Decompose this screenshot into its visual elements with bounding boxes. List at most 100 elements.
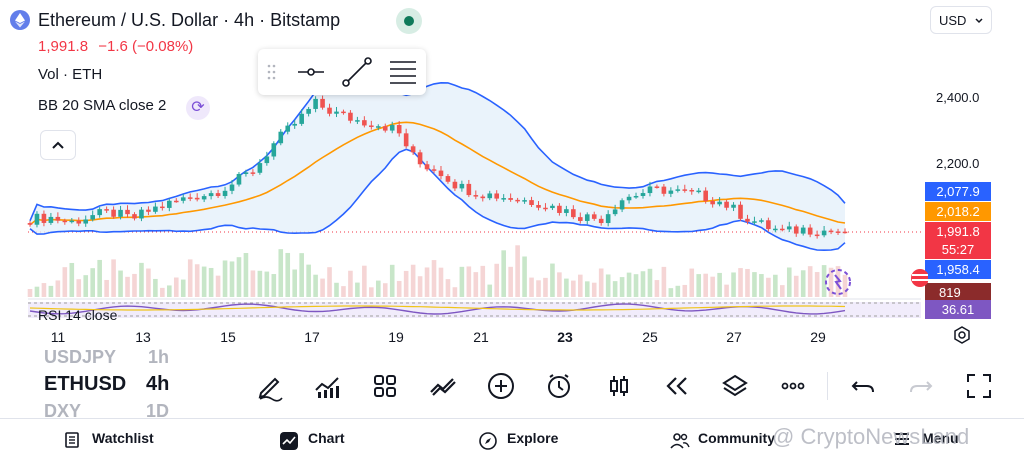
candle-type-icon[interactable] (601, 368, 637, 404)
undo-icon[interactable] (845, 368, 881, 404)
candle-body (508, 198, 513, 200)
ai-assistant-icon[interactable] (823, 267, 853, 297)
volume-bar (654, 280, 660, 297)
volume-bar (571, 280, 576, 297)
nav-explore[interactable]: Explore (479, 430, 558, 450)
volume-bar (146, 268, 151, 297)
candle-body (773, 228, 778, 231)
candle-body (480, 196, 486, 199)
volume-bar (62, 267, 68, 297)
timeframe-option-next[interactable]: 1D (146, 401, 170, 421)
volume-indicator-label[interactable]: Vol · ETH (38, 66, 103, 83)
candle-body (800, 227, 806, 234)
candle-body (271, 143, 277, 157)
volume-bar (236, 257, 242, 297)
volume-bar (494, 263, 500, 297)
x-axis-tick: 25 (642, 329, 658, 345)
chart-settings-icon[interactable] (953, 326, 971, 344)
timeframe-option-current[interactable]: 4h (146, 373, 170, 395)
candle-body (83, 219, 89, 224)
trend-line-tool-icon[interactable] (342, 57, 372, 87)
candle-body (173, 200, 179, 203)
volume-bar (668, 288, 674, 297)
candle-body (577, 217, 583, 221)
add-symbol-icon[interactable] (483, 368, 519, 404)
redo-icon[interactable] (903, 368, 939, 404)
candle-body (118, 209, 123, 217)
nav-community-label: Community (698, 430, 775, 446)
compass-icon (479, 432, 497, 450)
symbol-option-current[interactable]: ETHUSD (44, 373, 127, 395)
volume-bar (229, 261, 235, 297)
candle-body (369, 125, 374, 127)
candle-body (431, 169, 437, 171)
drawing-tools-icon[interactable] (252, 368, 288, 404)
volume-bar (605, 274, 611, 297)
bollinger-indicator-label[interactable]: BB 20 SMA close 2 (38, 97, 167, 114)
volume-bar (327, 267, 332, 297)
volume-bar (501, 250, 506, 297)
symbol-option-next[interactable]: DXY (44, 401, 82, 421)
volume-bar (584, 281, 590, 297)
volume-bar (362, 265, 367, 297)
candle-body (515, 199, 520, 202)
rsi-indicator-label[interactable]: RSI 14 close (38, 307, 118, 323)
volume-bar (160, 287, 165, 297)
volume-bar (285, 252, 291, 297)
chevron-down-icon (975, 18, 983, 24)
nav-chart[interactable]: Chart (280, 430, 345, 450)
horizontal-line-tool-icon[interactable] (298, 68, 324, 76)
alert-clock-icon[interactable] (541, 368, 577, 404)
nav-watchlist[interactable]: Watchlist (65, 430, 154, 448)
x-axis-tick: 27 (726, 329, 742, 345)
symbol-title[interactable]: Ethereum / U.S. Dollar · 4h · Bitstamp (38, 10, 341, 30)
volume-bar (480, 265, 486, 297)
candle-body (571, 209, 576, 218)
volume-bar (550, 263, 555, 297)
candle-body (76, 220, 82, 224)
countdown-tag: 55:27 (925, 240, 991, 259)
candle-body (759, 220, 764, 222)
compare-icon[interactable] (425, 368, 461, 404)
volume-bar (334, 282, 339, 297)
object-tree-layers-icon[interactable] (717, 368, 753, 404)
volume-bar (201, 266, 207, 297)
replay-icon[interactable] (659, 368, 695, 404)
more-options-icon[interactable] (775, 368, 811, 404)
candle-body (466, 183, 472, 196)
nav-community[interactable]: Community (670, 430, 775, 449)
fib-retracement-tool-icon[interactable] (390, 61, 416, 84)
nav-menu[interactable]: Menu (895, 430, 959, 446)
volume-bar (543, 277, 548, 297)
layouts-grid-icon[interactable] (367, 368, 403, 404)
y-axis-tick: 2,200.0 (936, 156, 980, 171)
volume-bar (675, 285, 681, 297)
indicators-icon[interactable] (309, 368, 345, 404)
volume-bar (215, 275, 221, 297)
indicator-refresh-icon[interactable]: ⟳ (186, 96, 210, 120)
candle-body (341, 111, 346, 114)
candle-body (605, 214, 611, 224)
volume-bar (180, 279, 186, 297)
fullscreen-icon[interactable] (961, 368, 997, 404)
volume-bar (187, 259, 193, 297)
candle-body (724, 201, 729, 208)
collapse-legend-button[interactable] (40, 130, 76, 160)
us-flag-icon[interactable] (910, 268, 929, 288)
timeframe-option-prev[interactable]: 1h (148, 347, 170, 367)
volume-bar (139, 262, 144, 297)
volume-bar (208, 267, 214, 297)
symbol-option-prev[interactable]: USDJPY (44, 347, 117, 367)
volume-tag: 819 (925, 283, 991, 302)
candle-body (738, 204, 743, 219)
volume-bar (828, 267, 834, 297)
candle-body (626, 196, 632, 201)
candle-body (278, 131, 284, 144)
volume-bar (34, 286, 40, 297)
candle-body (591, 214, 597, 219)
volume-bar (257, 270, 263, 297)
currency-select[interactable]: USD (930, 6, 992, 34)
candle-body (668, 190, 674, 194)
drag-handle-icon[interactable] (267, 64, 276, 80)
